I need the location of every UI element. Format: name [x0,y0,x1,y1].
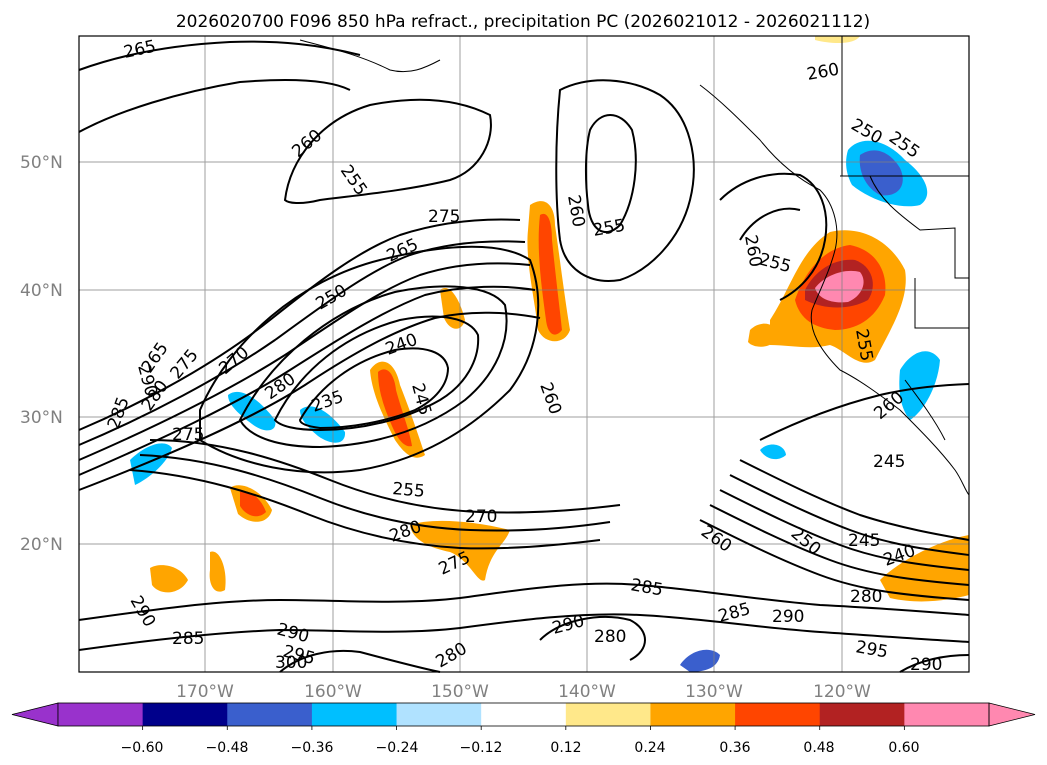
lat-label-50n: 50°N [20,153,63,173]
map-plot-area: 265 260 255 275 265 250 240 235 245 260 … [78,35,970,675]
lon-label-130w: 130°W [685,682,743,702]
colorbar-segment [396,703,482,726]
colorbar-segment [650,703,736,726]
colorbar-segment [819,703,905,726]
contour-label: 285 [172,629,204,649]
precip-positive-sub-2 [150,565,188,593]
lat-label-40n: 40°N [20,281,63,301]
contours [78,40,970,673]
colorbar-tick: 0.48 [803,740,834,756]
contour-labels: 265 260 255 275 265 250 240 235 245 260 … [104,37,943,675]
colorbar-tick: −0.36 [291,740,334,756]
precip-positive-sub-3 [209,551,226,592]
colorbar-tick: 0.36 [719,740,750,756]
colorbar-segment [227,703,313,726]
lon-label-160w: 160°W [304,682,362,702]
colorbar-frame [57,702,990,727]
lon-label-170w: 170°W [176,682,234,702]
colorbar-arrow-right [988,702,1036,727]
colorbar-segment [58,703,144,726]
colorbar-tick: 0.24 [634,740,665,756]
contour-label: 280 [850,587,882,607]
colorbar-segment [481,703,567,726]
precip-negative-south-2 [760,444,786,460]
contour-label: 255 [392,479,426,502]
precip-negative-south-1 [680,649,720,672]
colorbar [11,702,1036,730]
contour-label: 290 [772,607,804,627]
latitude-labels: 50°N 40°N 30°N 20°N [20,153,63,555]
contour-label: 245 [873,452,905,472]
colorbar-arrow-left [11,702,59,727]
colorbar-tick: −0.60 [121,740,164,756]
colorbar-segment [904,703,990,726]
contour-label: 275 [428,207,460,227]
lat-label-20n: 20°N [20,535,63,555]
precip-california-peak [815,270,864,303]
colorbar-tick: −0.24 [376,740,419,756]
contour-label: 245 [848,531,880,551]
colorbar-tick: −0.48 [206,740,249,756]
contour-label: 280 [594,627,626,647]
precip-positive-sub-1-core [240,491,266,517]
precip-positive-band-1-core [538,213,562,335]
contour-label: 290 [910,655,942,675]
precip-positive-band-3-core [378,369,412,447]
colorbar-tick: −0.12 [460,740,503,756]
precip-negative-baja [899,351,940,420]
contour-label: 300 [275,653,307,673]
colorbar-tick: 0.60 [888,740,919,756]
colorbar-segment [735,703,821,726]
precip-positive-oregon [748,323,780,347]
plot-frame [78,35,970,673]
precip-positive-band-2 [440,288,465,329]
lon-label-120w: 120°W [813,682,871,702]
precip-negative-west-2 [300,406,346,443]
lon-label-150w: 150°W [431,682,489,702]
coastlines [299,36,970,496]
longitude-labels: 170°W 160°W 150°W 140°W 130°W 120°W [176,682,871,702]
precip-positive-top [815,36,860,44]
figure-title: 2026020700 F096 850 hPa refract., precip… [176,12,870,32]
colorbar-segment [142,703,228,726]
lat-label-30n: 30°N [20,408,63,428]
colorbar-ticks: −0.60 −0.48 −0.36 −0.24 −0.12 0.12 0.24 … [121,740,920,756]
precip-negative-west-3 [130,443,172,485]
contour-label: 270 [465,507,497,527]
contour-label: 275 [172,425,204,445]
colorbar-segment [565,703,651,726]
precip-negative-west-1 [228,391,276,431]
lon-label-140w: 140°W [558,682,616,702]
colorbar-tick: 0.12 [550,740,581,756]
colorbar-segment [311,703,398,726]
